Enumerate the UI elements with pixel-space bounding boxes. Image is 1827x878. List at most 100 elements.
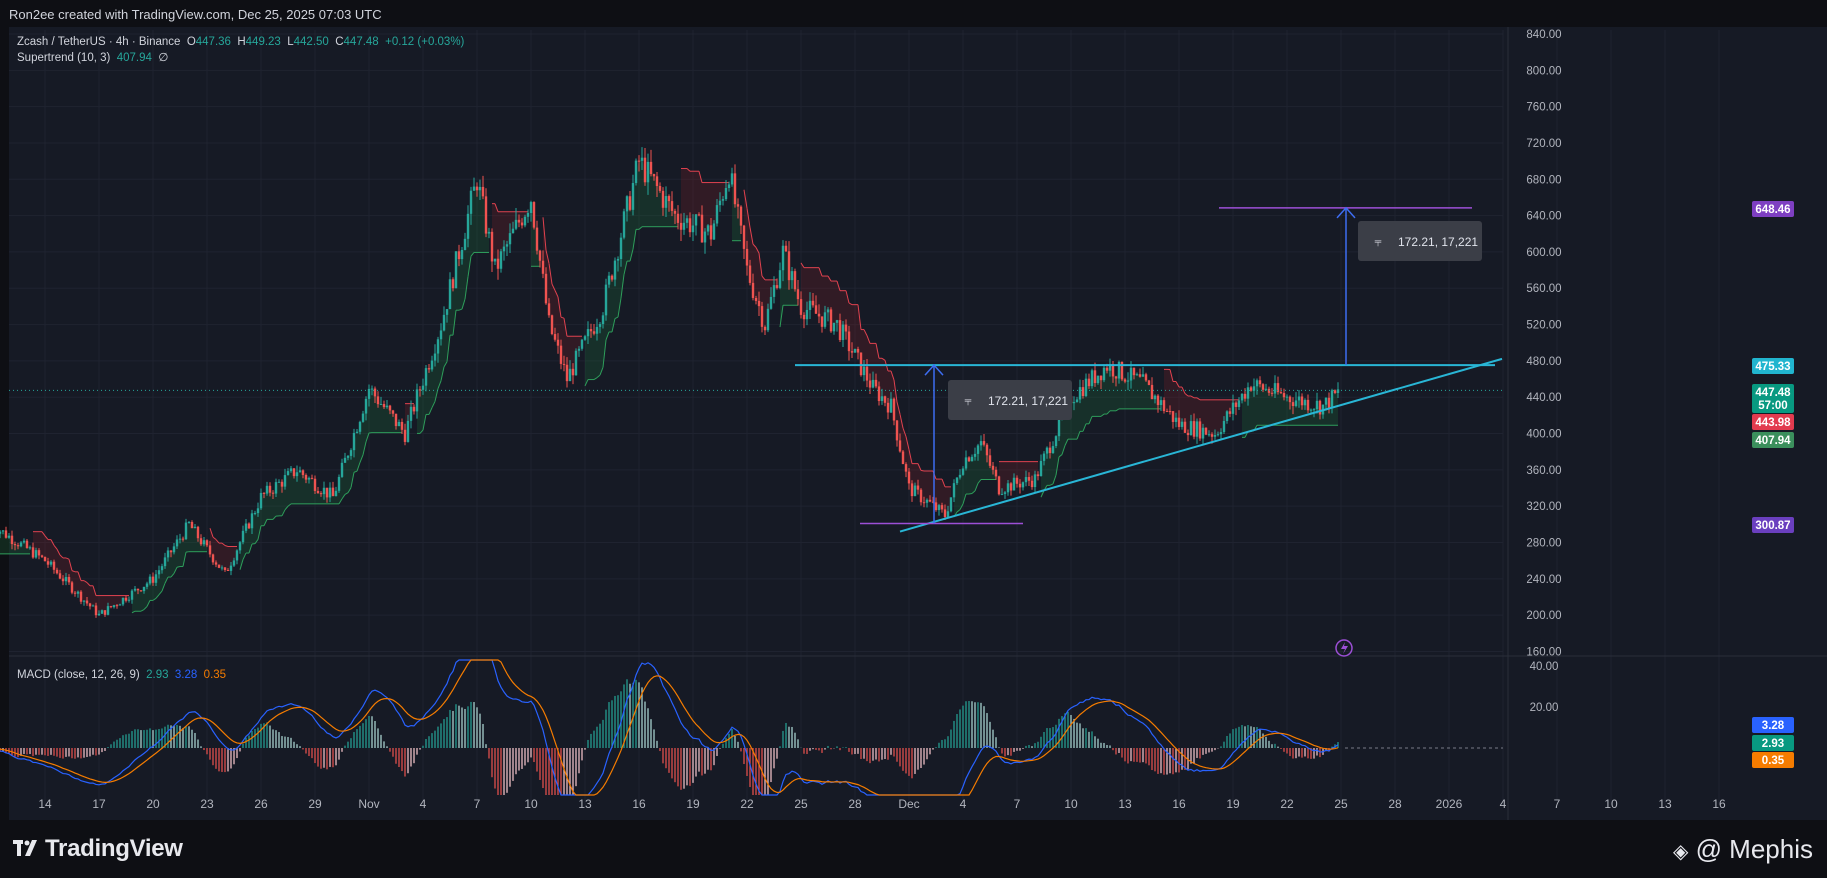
candle-body [433,353,437,361]
candle-body [583,336,587,340]
y-tick-label: 760.00 [1526,102,1561,114]
candle-body [220,567,224,569]
x-tick-label: 26 [254,797,268,811]
candle-body [394,413,398,427]
macd-tick-label: 40.00 [1530,661,1559,673]
supertrend-fill [972,455,975,494]
supertrend-fill [459,254,462,311]
supertrend-fill [78,571,81,597]
supertrend-line [743,189,748,209]
supertrend-fill [654,175,657,227]
supertrend-line [845,290,850,304]
candle-body [376,396,380,405]
supertrend-line [977,479,982,484]
candle-body [301,470,305,475]
supertrend-fill [93,585,96,611]
supertrend-fill [828,276,831,321]
candle-body [178,538,182,540]
x-tick-label: 10 [524,797,538,811]
supertrend-line [365,432,370,443]
candle-body [109,606,113,608]
candle-body [994,469,998,477]
candle-body [1147,380,1151,385]
supertrend-fill [915,463,918,491]
candle-body [1156,395,1160,405]
supertrend-line [638,226,643,230]
supertrend-fill [222,543,225,569]
candle-body [31,547,35,558]
candle-body [835,320,839,323]
candle-body [568,368,572,382]
candle-body [472,186,476,191]
candle-body [1318,400,1322,415]
low-value: 442.50 [293,36,329,48]
candle-body [1303,399,1307,406]
supertrend-fill [357,426,360,472]
supertrend-fill [159,568,162,595]
candle-body [643,157,647,183]
candle-body [130,590,134,600]
supertrend-line [161,583,166,592]
supertrend-fill [219,543,222,568]
x-tick-label: 28 [1388,797,1402,811]
supertrend-fill [1083,387,1086,432]
candle-body [502,246,506,252]
supertrend-fill [393,412,396,433]
supertrend-label[interactable]: Supertrend (10, 3) [17,52,111,64]
candle-body [388,405,392,411]
supertrend-fill [630,196,633,262]
supertrend-fill [369,388,372,433]
candle-body [406,420,410,442]
candle-body [1237,400,1241,407]
symbol-label[interactable]: Zcash / TetherUS · 4h · Binance [17,36,181,48]
candle-body [1297,396,1301,401]
candle-body [1255,380,1259,387]
supertrend-line [617,297,622,318]
supertrend-fill [297,471,300,504]
supertrend-line [746,208,751,228]
watermark: ◈ @ Mephis [1673,834,1813,865]
candle-body [4,530,8,538]
macd-badge-text: 2.93 [1762,738,1784,750]
supertrend-line [905,436,910,450]
measure-icon: ⫧ [964,393,971,408]
price-badge-text: 300.87 [1755,520,1790,532]
supertrend-fill [684,168,687,227]
supertrend-line [50,539,55,546]
close-label: C [335,36,344,48]
supertrend-fill [864,329,867,374]
candle-body [1018,483,1022,488]
chart-area[interactable] [9,27,1827,820]
candle-body [448,279,452,310]
y-tick-label: 520.00 [1526,320,1561,332]
supertrend-line [941,478,946,488]
supertrend-line [182,552,187,567]
x-tick-label: 22 [740,797,754,811]
supertrend-line [140,609,145,612]
supertrend-line [41,531,46,537]
candle-body [883,396,887,403]
supertrend-line [164,576,169,584]
candle-body [514,219,518,229]
x-tick-label: 13 [1658,797,1672,811]
supertrend-fill [969,458,972,495]
candle-body [775,285,779,288]
supertrend-fill [555,290,558,343]
x-tick-label: 10 [1064,797,1078,811]
supertrend-fill [714,182,717,232]
macd-label[interactable]: MACD (close, 12, 26, 9) [17,669,140,681]
price-chart[interactable]: ⫧ 172.21, 17,221 ⫧ 172.21, 17,221 648.46 475.… [0,0,1827,820]
candle-body [217,564,221,568]
candle-body [121,597,125,605]
y-tick-label: 400.00 [1526,429,1561,441]
supertrend-fill [699,171,702,229]
candle-body [151,576,155,583]
candle-body [1051,446,1055,454]
supertrend-line [1049,483,1054,486]
candle-body [649,161,653,175]
candle-body [841,324,845,341]
candle-body [442,314,446,331]
supertrend-fill [348,453,351,493]
supertrend-fill [474,188,477,253]
candle-body [772,285,776,297]
